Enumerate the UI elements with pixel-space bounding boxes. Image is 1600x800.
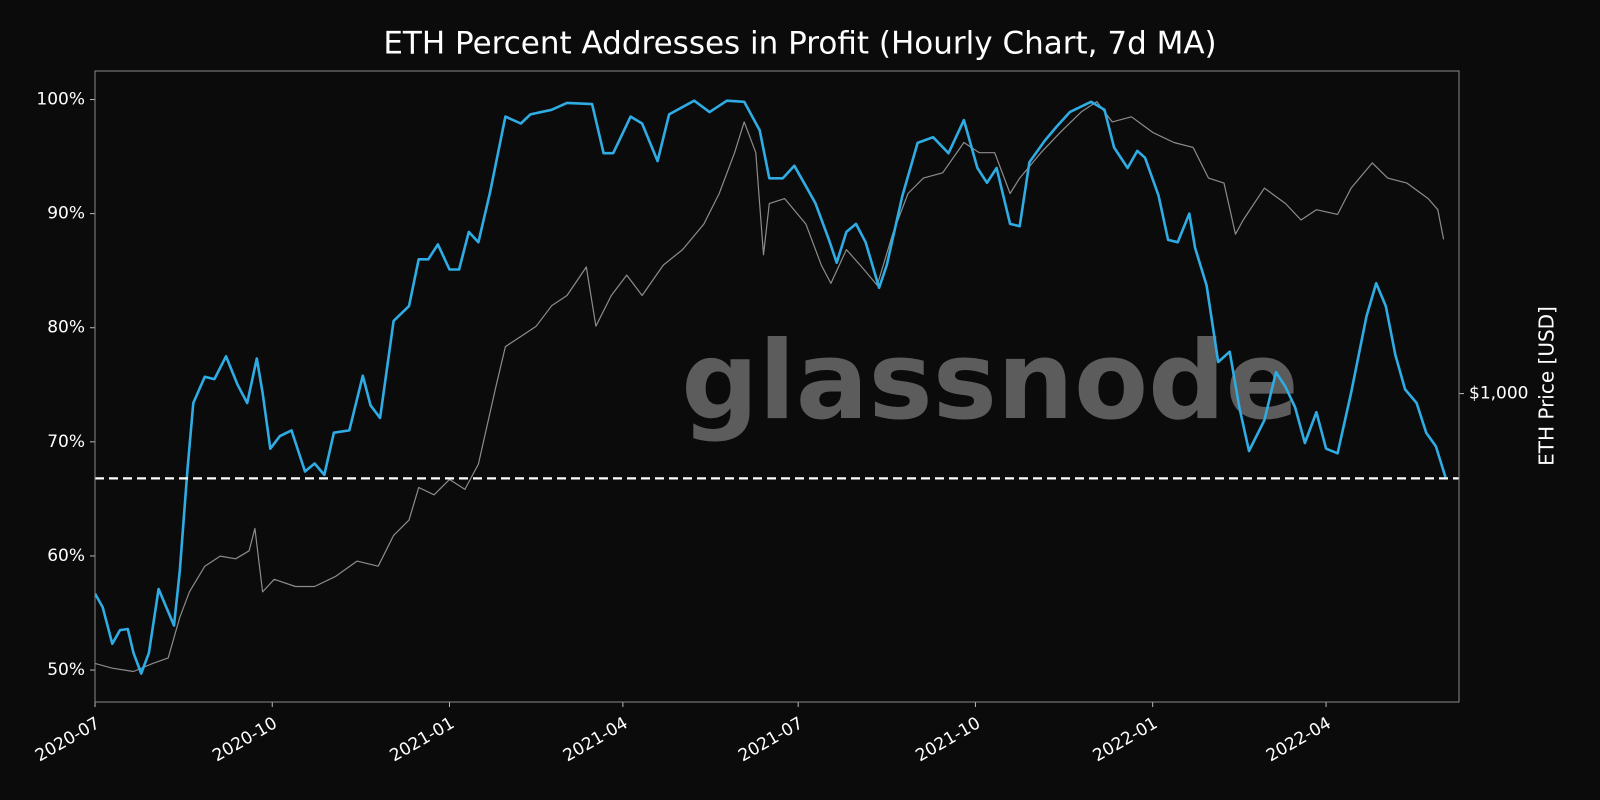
profit-line bbox=[95, 99, 1447, 675]
y2-axis-label: ETH Price [USD] bbox=[1535, 306, 1559, 466]
y-tick-label: 50% bbox=[47, 660, 85, 680]
y2-tick-label: $1,000 bbox=[1469, 384, 1528, 404]
y-tick-label: 80% bbox=[47, 318, 85, 338]
watermark: glassnode bbox=[681, 319, 1298, 444]
y-tick-label: 100% bbox=[36, 90, 85, 110]
y-tick-label: 70% bbox=[47, 432, 85, 452]
y-tick-label: 90% bbox=[47, 204, 85, 224]
y-tick-label: 60% bbox=[47, 546, 85, 566]
price-line bbox=[95, 101, 1445, 673]
plot-frame bbox=[94, 70, 1460, 703]
chart-title: ETH Percent Addresses in Profit (Hourly … bbox=[383, 26, 1216, 62]
